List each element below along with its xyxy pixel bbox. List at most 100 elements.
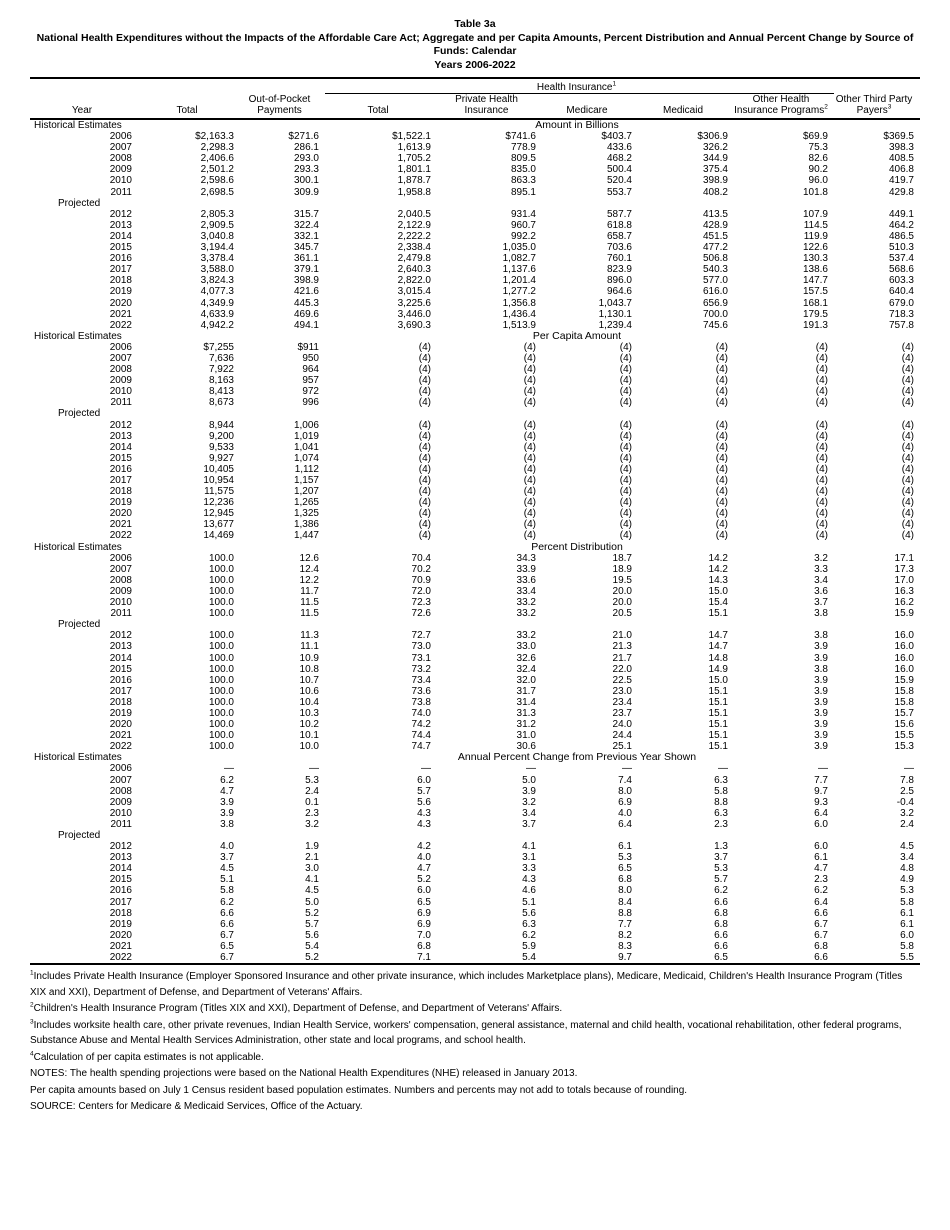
value-cell: 1,705.2 [397, 153, 431, 165]
value-cell: 14.9 [708, 663, 728, 675]
year-cell: 2017 [109, 896, 132, 908]
value-cell: 3,588.0 [200, 264, 234, 276]
value-cell: 24.4 [612, 730, 632, 742]
value-cell: 3.9 [814, 641, 828, 653]
value-cell: 408.5 [888, 153, 914, 165]
value-cell: 3.2 [522, 796, 536, 808]
value-cell: 6.4 [618, 818, 632, 830]
value-cell: 100.0 [208, 741, 234, 753]
value-cell: (4) [715, 519, 728, 531]
value-cell: (4) [901, 486, 914, 498]
column-header-bottom-line: Payers3 [856, 103, 892, 116]
value-cell: (4) [715, 508, 728, 520]
column-header-total: Total [325, 93, 437, 120]
year-cell: 2007 [109, 142, 132, 154]
value-cell: $2,163.3 [195, 131, 234, 143]
value-cell: 10.4 [299, 696, 319, 708]
table-row: 2010 8,413 972 (4) (4) (4) (4) (4) (4) [30, 386, 920, 397]
value-cell: 3.9 [814, 741, 828, 753]
value-cell: 1,207 [293, 486, 319, 498]
value-cell: 6.6 [220, 918, 234, 930]
value-cell: 469.6 [293, 308, 319, 320]
value-cell: 5.3 [900, 885, 914, 897]
value-cell: 9,533 [208, 441, 234, 453]
value-cell: 168.1 [802, 297, 828, 309]
table-row: 2011 100.0 11.5 72.6 33.2 20.5 15.1 3.8 15.9 [30, 608, 920, 619]
value-cell: 157.5 [802, 286, 828, 298]
year-cell: 2019 [109, 707, 132, 719]
value-cell: 520.4 [606, 175, 632, 187]
value-cell: 8.2 [618, 929, 632, 941]
value-cell: 15.8 [894, 696, 914, 708]
value-cell: 70.9 [411, 574, 431, 586]
value-cell: 7.4 [618, 774, 632, 786]
value-cell: 5.0 [522, 774, 536, 786]
value-cell: 15.1 [708, 608, 728, 620]
value-cell: 3.8 [220, 818, 234, 830]
table-row: 2017 3,588.0 379.1 2,640.3 1,137.6 823.9 540.3… [30, 264, 920, 275]
value-cell: 345.7 [293, 242, 319, 254]
value-cell: 6.5 [714, 952, 728, 964]
value-cell: 16.0 [894, 630, 914, 642]
value-cell: 107.9 [802, 208, 828, 220]
value-cell: 3.8 [814, 630, 828, 642]
value-cell: (4) [901, 463, 914, 475]
value-cell: (4) [715, 386, 728, 398]
value-cell: (4) [901, 441, 914, 453]
value-cell: (4) [715, 497, 728, 509]
block-label-row: Projected [30, 198, 920, 209]
value-cell: 4,633.9 [200, 308, 234, 320]
value-cell: 3.9 [220, 807, 234, 819]
table-row: 2006 $2,163.3 $271.6 $1,522.1 $741.6 $403.7 $3… [30, 131, 920, 142]
value-cell: 12,945 [203, 508, 234, 520]
value-cell: $69.9 [802, 131, 828, 143]
table-row: 2007 100.0 12.4 70.2 33.9 18.9 14.2 3.3 17.3 [30, 564, 920, 575]
value-cell: 2.3 [714, 818, 728, 830]
table-row: 2006 100.0 12.6 70.4 34.3 18.7 14.2 3.2 17.1 [30, 553, 920, 564]
value-cell: 419.7 [888, 175, 914, 187]
value-cell: 2.5 [900, 785, 914, 797]
year-cell: 2006 [109, 552, 132, 564]
table-row: 2008 7,922 964 (4) (4) (4) (4) (4) (4) [30, 364, 920, 375]
value-cell: (4) [619, 375, 632, 387]
value-cell: (4) [901, 519, 914, 531]
value-cell: 2,598.6 [200, 175, 234, 187]
value-cell: 15.3 [894, 741, 914, 753]
section-header-row: Historical Estimates Annual Percent Chang… [30, 752, 920, 764]
table-row: 2012 8,944 1,006 (4) (4) (4) (4) (4) (4) [30, 420, 920, 431]
value-cell: (4) [815, 341, 828, 353]
value-cell: 100.0 [208, 574, 234, 586]
value-cell: 1,878.7 [397, 175, 431, 187]
value-cell: — [718, 763, 728, 775]
value-cell: 4.5 [900, 841, 914, 853]
value-cell: 100.0 [208, 585, 234, 597]
column-header-top-line [542, 94, 632, 105]
value-cell: (4) [901, 375, 914, 387]
value-cell: 6.4 [814, 807, 828, 819]
value-cell: 6.6 [714, 896, 728, 908]
year-cell: 2008 [109, 785, 132, 797]
value-cell: $911 [297, 341, 319, 353]
value-cell: 6.3 [714, 774, 728, 786]
value-cell: 4.8 [900, 863, 914, 875]
value-cell: (4) [715, 352, 728, 364]
value-cell: 5.8 [714, 785, 728, 797]
column-header-top-line: Other Third Party [835, 94, 913, 105]
value-cell: 6.2 [220, 896, 234, 908]
year-cell: 2011 [110, 608, 132, 620]
value-cell: 1,137.6 [502, 264, 536, 276]
value-cell: (4) [523, 508, 536, 520]
table-row: 2008 2,406.6 293.0 1,705.2 809.5 468.2 344.9 82… [30, 153, 920, 164]
note-line: SOURCE: Centers for Medicare & Medicaid … [30, 1101, 363, 1113]
value-cell: 1,035.0 [502, 242, 536, 254]
value-cell: (4) [523, 463, 536, 475]
table-row: 2017 100.0 10.6 73.6 31.7 23.0 15.1 3.9 15.8 [30, 686, 920, 697]
table-row: 2016 10,405 1,112 (4) (4) (4) (4) (4) (4) [30, 464, 920, 475]
value-cell: 16.2 [894, 597, 914, 609]
value-cell: (4) [523, 341, 536, 353]
table-row: 2016 3,378.4 361.1 2,479.8 1,082.7 760.1 506.8… [30, 253, 920, 264]
value-cell: 15.1 [708, 696, 728, 708]
year-cell: 2012 [109, 208, 132, 220]
value-cell: 4.7 [814, 863, 828, 875]
value-cell: 147.7 [802, 275, 828, 287]
